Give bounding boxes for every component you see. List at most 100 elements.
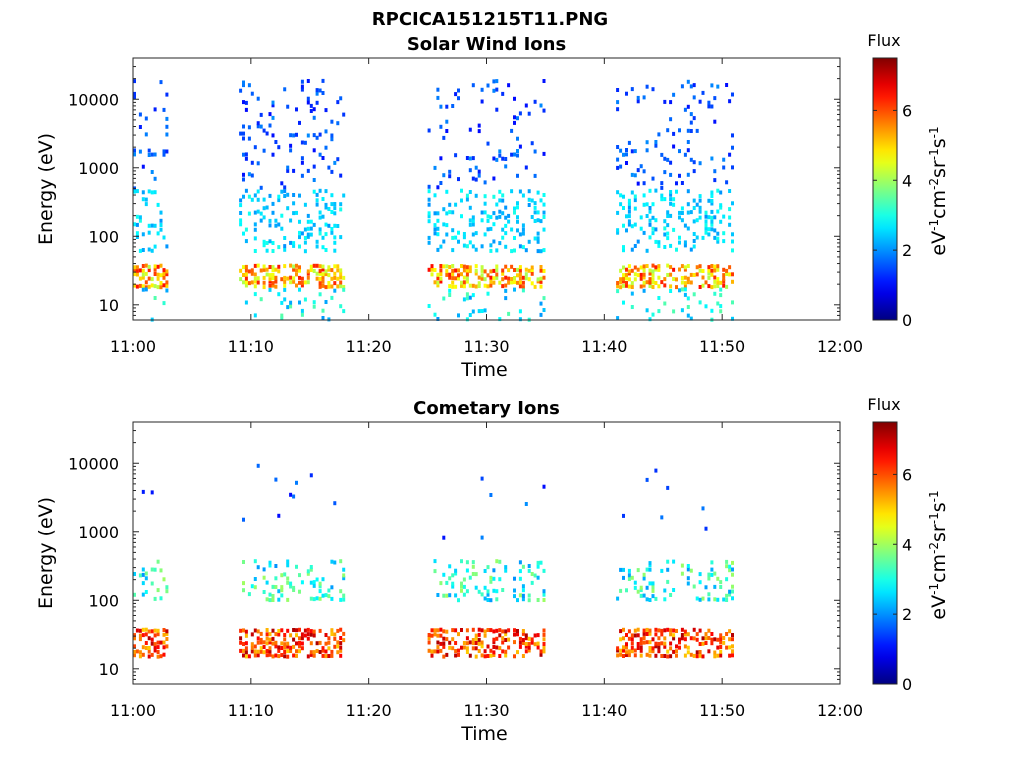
- heatmap-cell: [489, 575, 493, 580]
- heatmap-cell: [630, 575, 634, 580]
- heatmap-cell: [427, 184, 431, 189]
- heatmap-cell: [692, 653, 696, 658]
- heatmap-cell: [262, 264, 266, 269]
- heatmap-cell: [492, 588, 496, 593]
- heatmap-cell: [625, 633, 628, 637]
- heatmap-cell: [645, 308, 649, 313]
- heatmap-cell: [330, 559, 334, 564]
- heatmap-cell: [698, 597, 702, 602]
- heatmap-cell: [707, 649, 711, 654]
- heatmap-cell: [680, 276, 684, 280]
- heatmap-cell: [648, 581, 652, 586]
- heatmap-cell: [666, 273, 670, 277]
- heatmap-cell: [616, 157, 620, 162]
- heatmap-cell: [698, 300, 702, 305]
- heatmap-cell: [616, 289, 620, 294]
- heatmap-cell: [460, 198, 463, 203]
- heatmap-cell: [642, 272, 646, 277]
- heatmap-cells: [133, 78, 734, 322]
- x-tick-label: 11:50: [699, 337, 745, 356]
- heatmap-cell: [672, 267, 676, 272]
- heatmap-cell: [436, 185, 440, 190]
- heatmap-cell: [439, 104, 443, 109]
- heatmap-cell: [298, 573, 301, 578]
- heatmap-cell: [701, 235, 705, 240]
- heatmap-cell: [471, 641, 475, 646]
- heatmap-cell: [477, 637, 481, 642]
- heatmap-cell: [527, 593, 531, 598]
- heatmap-cell: [324, 248, 328, 252]
- heatmap-cell: [333, 248, 337, 253]
- y-axis-label: Energy (eV): [35, 497, 57, 609]
- heatmap-cell: [330, 628, 334, 633]
- heatmap-cell: [468, 653, 472, 658]
- heatmap-cell: [300, 283, 304, 288]
- heatmap-cell: [271, 100, 275, 105]
- heatmap-cell: [486, 214, 490, 219]
- heatmap-cell: [713, 268, 717, 273]
- heatmap-cell: [654, 653, 658, 658]
- heatmap-cell: [498, 628, 502, 633]
- heatmap-cell: [542, 632, 546, 637]
- heatmap-cell: [244, 276, 248, 281]
- heatmap-cell: [339, 235, 343, 240]
- heatmap-cell: [442, 135, 446, 140]
- heatmap-cell: [728, 653, 732, 658]
- heatmap-cell: [239, 218, 243, 223]
- heatmap-cell: [725, 268, 729, 273]
- heatmap-cell: [633, 277, 637, 282]
- heatmap-cell: [153, 267, 157, 272]
- heatmap-cell: [542, 151, 546, 156]
- heatmap-cell: [280, 226, 284, 231]
- heatmap-cell: [492, 576, 496, 581]
- heatmap-cell: [445, 232, 449, 237]
- heatmap-cell: [518, 317, 522, 322]
- heatmap-cell: [300, 308, 304, 313]
- heatmap-cell: [616, 281, 620, 285]
- heatmap-cell: [153, 633, 157, 638]
- heatmap-cell: [315, 192, 319, 197]
- heatmap-cell: [286, 649, 290, 654]
- heatmap-cell: [468, 127, 472, 132]
- heatmap-cell: [486, 227, 490, 232]
- heatmap-cell: [521, 285, 525, 290]
- heatmap-cell: [657, 309, 661, 314]
- heatmap-cell: [666, 128, 670, 133]
- heatmap-cell: [498, 241, 502, 246]
- heatmap-cell: [542, 108, 546, 113]
- heatmap-cell: [133, 91, 136, 96]
- heatmap-cell: [280, 585, 284, 590]
- heatmap-cell: [306, 133, 310, 138]
- heatmap-cell: [527, 636, 531, 641]
- heatmap-cell: [138, 637, 142, 642]
- heatmap-cell: [159, 210, 163, 215]
- heatmap-cell: [510, 277, 514, 281]
- heatmap-cell: [642, 636, 646, 640]
- heatmap-cell: [501, 268, 505, 273]
- heatmap-cell: [274, 653, 278, 658]
- heatmap-cell: [672, 202, 676, 207]
- heatmap-cell: [165, 629, 169, 634]
- heatmap-cell: [710, 222, 714, 227]
- heatmap-cell: [731, 300, 734, 305]
- heatmap-cell: [165, 244, 169, 249]
- heatmap-cell: [719, 304, 723, 309]
- heatmap-cell: [686, 210, 690, 215]
- heatmap-cell: [692, 244, 696, 249]
- heatmap-cell: [312, 107, 316, 112]
- heatmap-cell: [147, 284, 151, 289]
- heatmap-cell: [707, 597, 711, 602]
- heatmap-cell: [271, 210, 275, 215]
- heatmap-cell: [713, 571, 717, 576]
- heatmap-cell: [315, 135, 319, 140]
- heatmap-cell: [477, 123, 481, 128]
- heatmap-cell: [616, 190, 620, 195]
- heatmap-cell: [468, 313, 472, 317]
- heatmap-cell: [698, 268, 702, 273]
- heatmap-cell: [639, 585, 643, 590]
- heatmap-cell: [627, 636, 631, 641]
- heatmap-cell: [504, 264, 508, 269]
- heatmap-cell: [622, 245, 625, 250]
- heatmap-cell: [465, 650, 469, 654]
- heatmap-cell: [309, 264, 313, 269]
